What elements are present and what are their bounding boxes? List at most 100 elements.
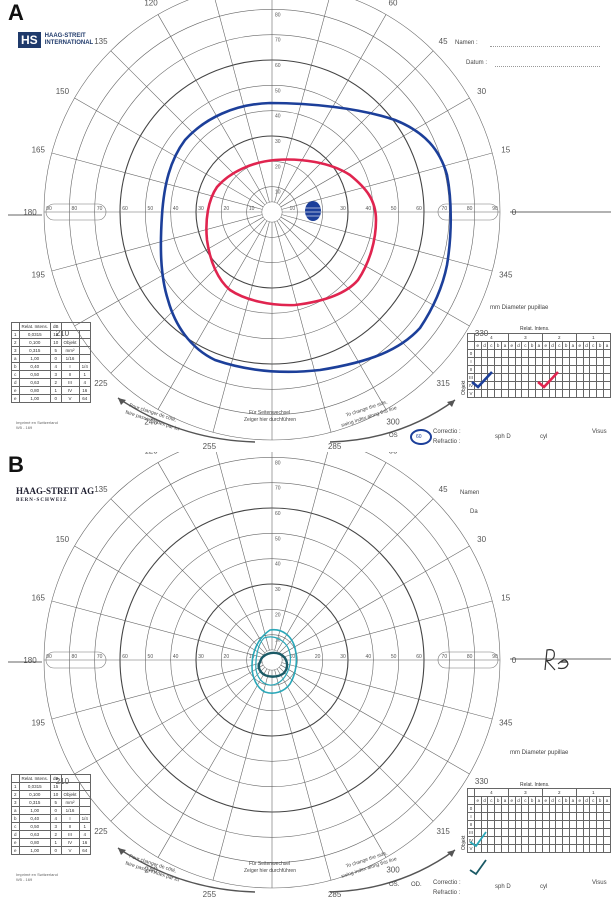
name-label: Namen : bbox=[455, 40, 478, 46]
edge-capsule-left bbox=[45, 203, 107, 221]
radial-label-right-80: 80 bbox=[467, 654, 473, 660]
radial-label-right-30: 30 bbox=[340, 206, 346, 212]
angle-label-240: 240 bbox=[144, 418, 158, 427]
meridian-225 bbox=[110, 218, 266, 374]
meridian-165 bbox=[51, 600, 263, 658]
radial-label-right-10: 10 bbox=[290, 654, 296, 660]
arc-right bbox=[329, 849, 456, 893]
footer-note-1: Imprimé en Switzerland bbox=[16, 420, 58, 425]
side-change-label-2: Zeiger hier durchführen bbox=[244, 417, 296, 423]
legend-row: a 1,00 0 1/16 bbox=[11, 806, 91, 815]
footer-note-b-2: W5 - 169 bbox=[16, 877, 33, 882]
radial-label-left-60: 60 bbox=[122, 654, 128, 660]
legend-row: 3 0,315 5 mm² bbox=[11, 346, 91, 355]
radial-label-top-10: 10 bbox=[275, 638, 281, 644]
panel-letter-b: B bbox=[8, 452, 24, 477]
angle-label-150: 150 bbox=[56, 535, 70, 544]
rel-intens-label-b: Relat. Intens. bbox=[520, 782, 550, 788]
angle-label-255: 255 bbox=[203, 890, 217, 898]
eye-label-b: OS. bbox=[389, 882, 400, 888]
legend-row: c 0,50 3 II 1 bbox=[11, 370, 91, 379]
name-line bbox=[490, 46, 600, 47]
edge-capsule-right bbox=[437, 651, 499, 669]
diameter-pupillae-label: mm Diameter pupillae bbox=[490, 305, 549, 311]
angle-label-30: 30 bbox=[477, 535, 486, 544]
meridian-210 bbox=[74, 216, 264, 327]
rel-intens-label: Relat. Intens. bbox=[520, 326, 550, 332]
angle-label-195: 195 bbox=[32, 271, 46, 280]
radial-label-right-50: 50 bbox=[391, 206, 397, 212]
meridian-105 bbox=[215, 452, 270, 651]
meridian-120 bbox=[157, 14, 268, 204]
meridian-300 bbox=[276, 668, 387, 858]
meridian-60 bbox=[276, 14, 387, 204]
meridian-105 bbox=[214, 0, 270, 203]
meridian-285 bbox=[274, 669, 332, 881]
radial-label-left-40: 40 bbox=[173, 654, 179, 660]
angle-label-15: 15 bbox=[501, 145, 510, 154]
radial-label-left-70: 70 bbox=[97, 654, 103, 660]
meridian-135 bbox=[110, 50, 266, 206]
chart-grid: 0153045607590105120135150165180195210225… bbox=[23, 452, 517, 898]
angle-label-225: 225 bbox=[94, 827, 108, 836]
angle-label-195: 195 bbox=[32, 719, 46, 728]
intensity-grid-b: 4 3 2 1 e d c b a e d c b a e d c b a e d c b a 0 I II III IV V bbox=[467, 788, 611, 853]
meridian-195 bbox=[51, 214, 263, 272]
legend-row: e 0,80 1 IV 16 bbox=[11, 386, 91, 395]
radial-label-right-90: 90 bbox=[492, 654, 498, 660]
eye-circled-value: 60 bbox=[416, 434, 422, 440]
radial-label-top-10: 10 bbox=[275, 190, 281, 196]
footer-note-b-1: Imprimé en Switzerland bbox=[16, 872, 58, 877]
meridian-285 bbox=[274, 221, 332, 433]
intensity-legend-b: Relat. Intens. dB 1 0,0315 15 2 0,100 10 Objekt 3… bbox=[11, 774, 91, 855]
angle-label-15: 15 bbox=[501, 593, 510, 602]
diameter-pupillae-label-b: mm Diameter pupillae bbox=[510, 750, 569, 756]
radial-label-left-50: 50 bbox=[148, 206, 154, 212]
radial-label-right-40: 40 bbox=[366, 654, 372, 660]
logo-b-line-1: HAAG-STREIT AG bbox=[16, 486, 95, 496]
meridian-330 bbox=[280, 216, 470, 327]
blind-spot bbox=[305, 201, 321, 221]
radial-label-left-20: 20 bbox=[224, 206, 230, 212]
date-label-b: Da bbox=[470, 509, 478, 515]
logo-line-1: HAAG-STREIT bbox=[44, 33, 86, 39]
meridian-315 bbox=[278, 218, 434, 374]
angle-label-165: 165 bbox=[32, 145, 46, 154]
angle-label-120: 120 bbox=[144, 0, 158, 7]
correction-label-b: Correctio : bbox=[433, 880, 461, 886]
radial-label-right-90: 90 bbox=[492, 206, 498, 212]
angle-label-345: 345 bbox=[499, 271, 513, 280]
isopter-outer-b bbox=[251, 628, 298, 694]
radial-label-left-80: 80 bbox=[72, 206, 78, 212]
grid-row-0: 0 bbox=[467, 804, 611, 813]
angle-label-60: 60 bbox=[389, 452, 398, 455]
radial-label-top-30: 30 bbox=[275, 139, 281, 145]
isopter-outer bbox=[159, 101, 453, 374]
legend-row: c 0,50 3 II 1 bbox=[11, 822, 91, 831]
radial-label-right-40: 40 bbox=[366, 206, 372, 212]
radial-label-right-70: 70 bbox=[442, 206, 448, 212]
intensity-legend: Relat. Intens. dB 1 0,0315 15 2 0,100 10 Objekt 3… bbox=[11, 322, 91, 403]
cyl-label-b: cyl bbox=[540, 884, 548, 890]
handwriting-re bbox=[544, 649, 569, 671]
meridian-165 bbox=[51, 152, 263, 210]
radial-label-top-20: 20 bbox=[275, 612, 281, 618]
side-change-label-1: Für Seitenwechsel bbox=[249, 410, 291, 416]
meridian-210 bbox=[74, 664, 264, 775]
radial-label-top-80: 80 bbox=[275, 12, 281, 18]
grid-row-IV: IV bbox=[467, 836, 611, 845]
angle-label-300: 300 bbox=[386, 866, 400, 875]
radial-label-right-10: 10 bbox=[290, 206, 296, 212]
angle-label-0: 0 bbox=[512, 656, 517, 665]
logo-b-line-2: BERN-SCHWEIZ bbox=[16, 498, 68, 503]
radial-label-left-80: 80 bbox=[72, 654, 78, 660]
grid-row-V: V bbox=[467, 389, 611, 398]
angle-label-315: 315 bbox=[436, 379, 450, 388]
logo-line-2: INTERNATIONAL bbox=[44, 40, 94, 46]
visus-label-b: Visus bbox=[592, 880, 607, 886]
radial-label-left-30: 30 bbox=[198, 206, 204, 212]
angle-label-330: 330 bbox=[475, 777, 489, 786]
side-arc-left bbox=[117, 397, 256, 443]
edge-capsule-right bbox=[437, 203, 499, 221]
angle-label-240: 240 bbox=[144, 866, 158, 875]
